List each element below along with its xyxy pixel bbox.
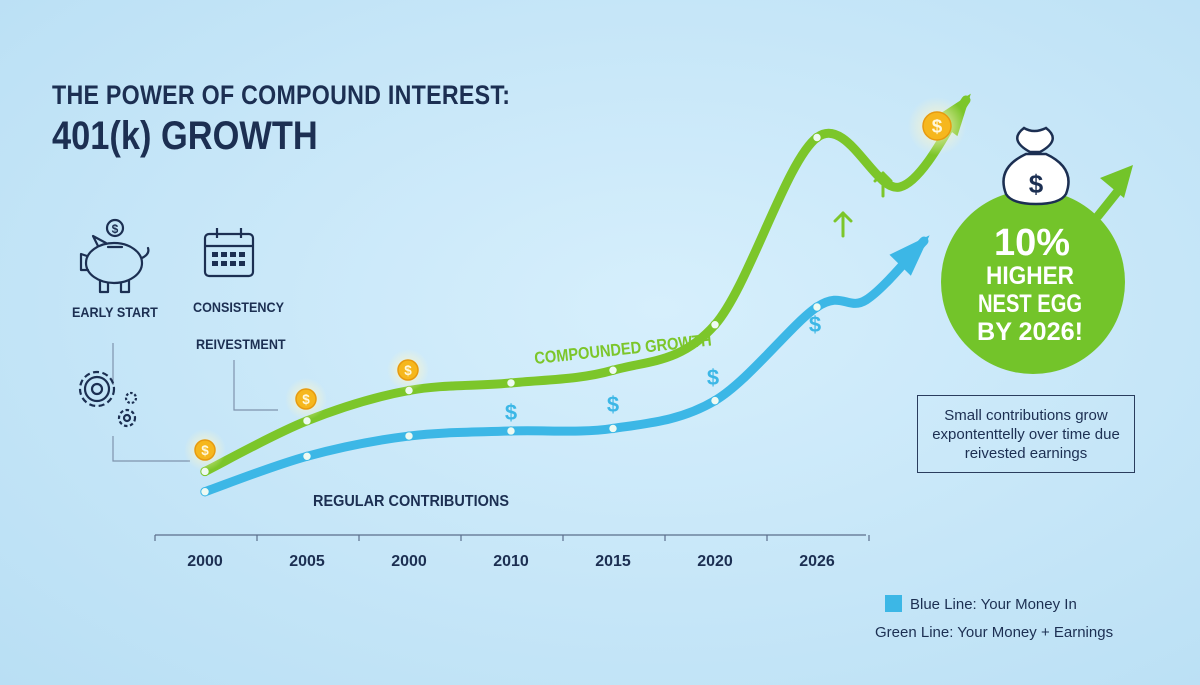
feature-connectors (112, 343, 278, 462)
dollar-sign-icon: $ (505, 400, 517, 425)
blue-line-money-in (200, 236, 929, 497)
early-start-label: EARLY START (72, 304, 158, 320)
title-line-1: THE POWER OF COMPOUND INTEREST: (52, 80, 511, 110)
blue-data-point (812, 302, 822, 312)
legend-blue-swatch (885, 595, 902, 612)
compounded-growth-label: COMPOUNDED GROWTH (533, 330, 712, 368)
nest-egg-badge: $ 10% HIGHER NEST EGG BY 2026! (941, 126, 1133, 374)
x-tick-label: 2005 (289, 553, 325, 570)
svg-text:$: $ (201, 443, 209, 458)
gold-coin-icon: $ (184, 429, 226, 471)
legend-green: Green Line: Your Money + Earnings (875, 624, 1113, 641)
gears-icon (78, 370, 138, 428)
calendar-icon (203, 228, 255, 278)
consistency-label: CONSISTENCY (193, 299, 285, 315)
reinvestment-label: REIVESTMENT (196, 336, 286, 352)
up-arrow-icon (873, 171, 893, 198)
badge-line-1: HIGHER (986, 262, 1074, 290)
badge-percent: 10% (994, 222, 1070, 264)
gold-coin-icon: $ (285, 378, 327, 420)
svg-text:$: $ (112, 222, 119, 236)
x-axis: 2000 2005 2000 2010 2015 2020 2026 (154, 534, 870, 570)
dollar-sign-icon: $ (809, 312, 821, 337)
green-data-point (506, 378, 516, 388)
legend-blue: Blue Line: Your Money In (885, 595, 1077, 613)
svg-text:$: $ (932, 117, 943, 138)
dollar-sign-icon: $ (607, 392, 619, 417)
svg-text:$: $ (1029, 169, 1044, 199)
blue-data-point (200, 487, 210, 497)
gold-coin-icon: $ (907, 96, 967, 156)
green-data-point (812, 132, 822, 143)
blue-data-point (608, 423, 618, 434)
blue-data-point (506, 426, 516, 436)
green-data-point (608, 365, 618, 375)
title-line-2: 401(k) GROWTH (52, 114, 318, 158)
blue-arrowhead (889, 235, 930, 276)
svg-text:$: $ (404, 363, 412, 378)
badge-line-2: NEST EGG (978, 290, 1082, 318)
badge-line-3: BY 2026! (977, 318, 1083, 346)
x-tick-label: 2020 (697, 553, 733, 570)
dollar-sign-icon: $ (707, 365, 719, 390)
explanation-note: Small contributions grow expontenttelly … (917, 395, 1135, 473)
x-tick-label: 2000 (187, 553, 223, 570)
piggy-bank-icon: $ (79, 218, 150, 294)
green-line-money-plus-earnings (200, 95, 971, 476)
x-tick-label: 2026 (799, 553, 835, 570)
gold-coin-icon: $ (387, 349, 429, 391)
blue-data-point (302, 451, 312, 461)
green-data-point (710, 320, 720, 330)
regular-contributions-label: REGULAR CONTRIBUTIONS (313, 493, 509, 510)
blue-data-point (404, 431, 414, 441)
x-tick-label: 2015 (595, 553, 631, 570)
money-bag-icon: $ (1002, 126, 1070, 206)
chart-points (200, 132, 822, 497)
legend-green-text: Green Line: Your Money + Earnings (875, 624, 1114, 641)
legend-blue-text: Blue Line: Your Money In (910, 596, 1077, 613)
x-tick-label: 2000 (391, 553, 427, 570)
up-arrow-icon (833, 211, 853, 238)
blue-data-point (710, 395, 720, 406)
svg-text:$: $ (302, 392, 310, 407)
x-tick-label: 2010 (493, 553, 529, 570)
